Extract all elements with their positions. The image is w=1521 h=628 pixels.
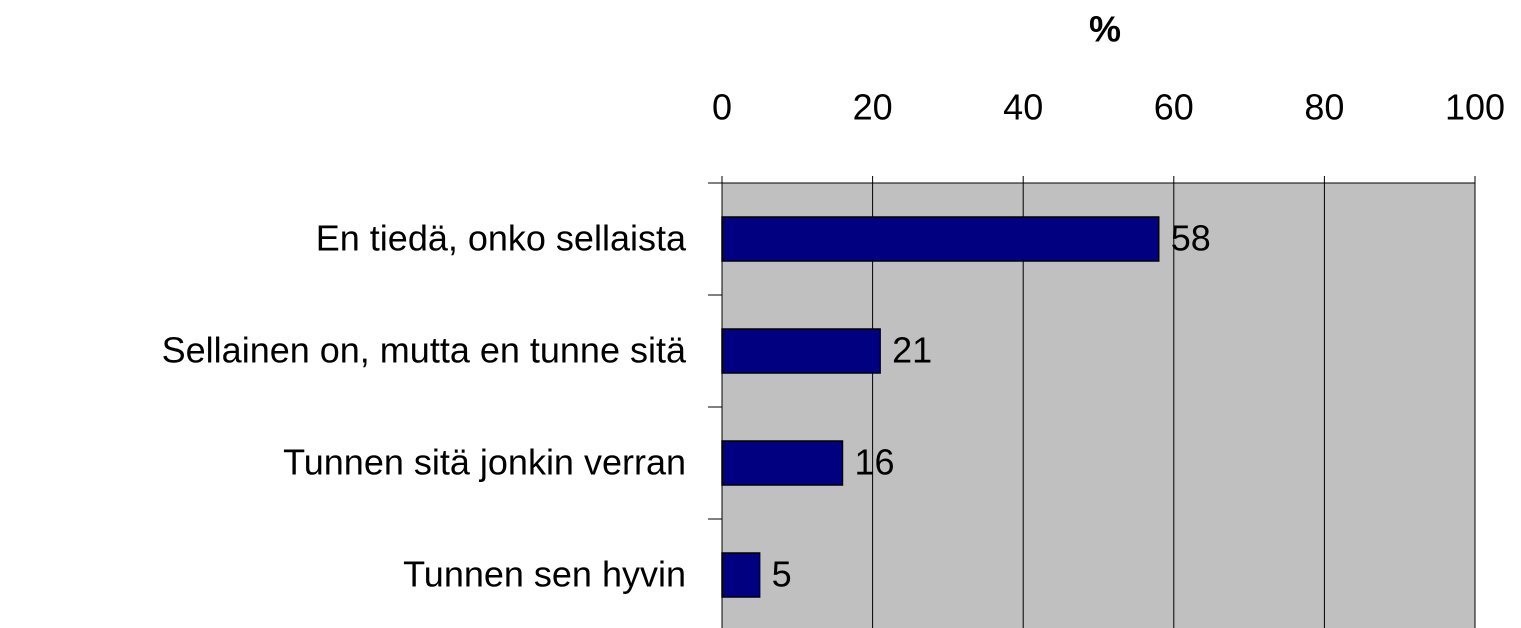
bar [721, 328, 881, 374]
y-tick-label: Sellainen on, mutta en tunne sitä [162, 330, 687, 371]
x-tick-label: 20 [853, 87, 893, 128]
bar [721, 552, 761, 598]
data-label: 16 [854, 442, 894, 483]
y-tick-label: Tunnen sen hyvin [403, 554, 686, 595]
x-tick-label: 60 [1154, 87, 1194, 128]
x-tick-label: 80 [1304, 87, 1344, 128]
x-tick-label: 0 [712, 87, 732, 128]
y-tick-label: En tiedä, onko sellaista [316, 218, 687, 259]
y-tick-label: Tunnen sitä jonkin verran [283, 442, 686, 483]
axis-label: % [1089, 9, 1121, 50]
bar [721, 440, 844, 486]
bar [721, 216, 1160, 262]
x-tick-label: 40 [1003, 87, 1043, 128]
data-label: 58 [1171, 218, 1211, 259]
data-label: 5 [772, 554, 792, 595]
data-label: 21 [892, 330, 932, 371]
x-tick-label: 100 [1445, 87, 1505, 128]
